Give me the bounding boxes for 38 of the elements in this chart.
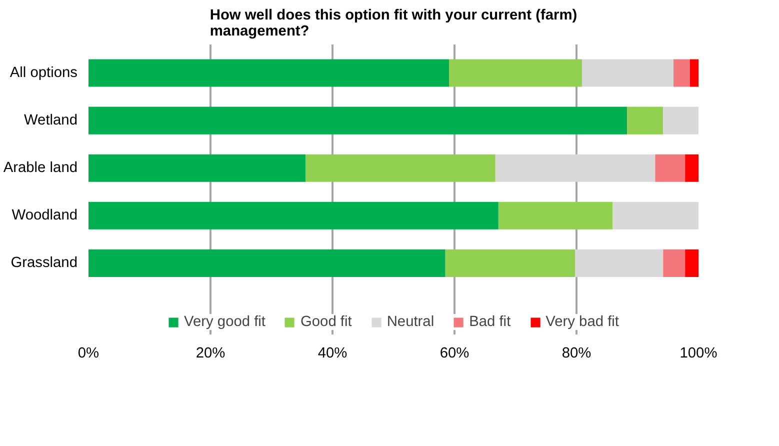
legend-label: Neutral [386, 314, 434, 330]
bar [655, 154, 686, 182]
x-tick-label: 20% [196, 346, 226, 362]
bar [663, 249, 686, 277]
legend-label: Very bad fit [546, 314, 619, 330]
bar [306, 154, 496, 182]
y-tick-label: Grassland [10, 255, 78, 272]
x-tick-label: 100% [680, 346, 718, 362]
bar [88, 249, 446, 277]
x-tick-label: 80% [562, 346, 592, 362]
bar [690, 59, 698, 87]
bar [575, 249, 664, 277]
bar [445, 249, 576, 277]
bar [88, 202, 498, 230]
bar [663, 106, 698, 134]
y-tick-label: Arable land [3, 160, 78, 176]
bar [495, 154, 656, 182]
bar [627, 106, 664, 134]
bar [449, 59, 582, 87]
bar [498, 202, 612, 230]
y-tick-label: Woodland [12, 208, 78, 224]
bar [582, 59, 674, 87]
bar [88, 154, 306, 182]
x-tick-label: 40% [318, 346, 348, 362]
bar [673, 59, 690, 87]
bar [685, 154, 698, 182]
y-tick-label: All options [10, 65, 78, 82]
bar [88, 106, 628, 134]
bar [612, 202, 698, 230]
bar [685, 249, 698, 277]
legend-label: Very good fit [184, 314, 266, 330]
x-tick-label: 60% [440, 346, 470, 362]
x-tick-label: 0% [78, 346, 100, 362]
y-tick-label: Wetland [24, 112, 78, 129]
bar [88, 59, 450, 87]
legend-label: Good fit [300, 314, 352, 330]
chart-title: How well does this option fit with your current (farm) management? [210, 8, 578, 40]
legend-label: Bad fit [469, 314, 511, 330]
